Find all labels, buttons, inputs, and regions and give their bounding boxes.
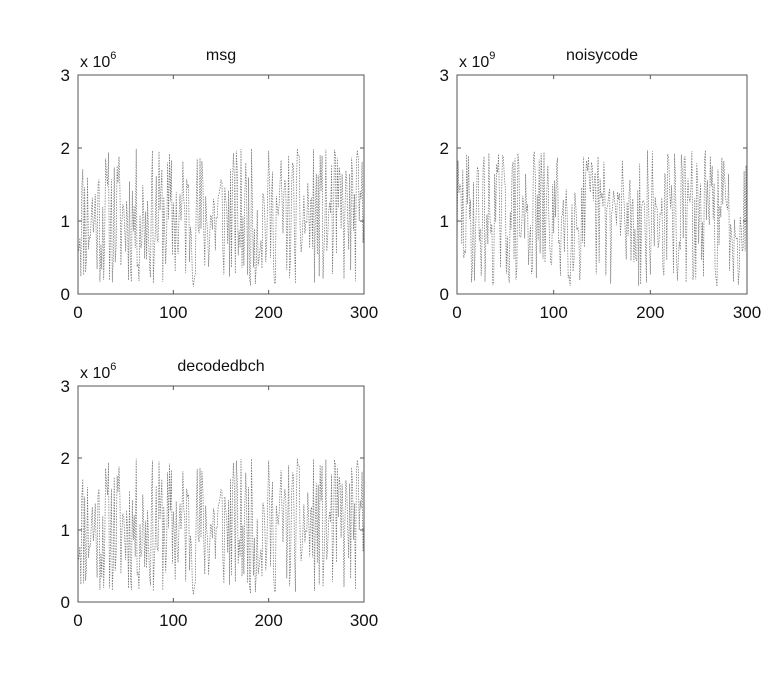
- y-tick-label: 1: [61, 212, 70, 231]
- y-tick-label: 2: [440, 139, 449, 158]
- y-exponent-label: x 106: [80, 361, 116, 382]
- axes-frame: [77, 385, 365, 603]
- subplot-title: noisycode: [566, 47, 638, 64]
- x-tick-label: 200: [254, 611, 282, 630]
- x-tick-label: 100: [159, 303, 187, 322]
- x-tick-label: 0: [73, 611, 82, 630]
- subplot-title: msg: [206, 47, 236, 64]
- subplot-1: 0 100 200 300 0 1 2 3 x 106 msg: [61, 47, 379, 322]
- y-tick-label: 2: [61, 449, 70, 468]
- subplot-3: 0 100 200 300 0 1 2 3 x 106 decodedbch: [61, 358, 379, 630]
- series-line: [77, 458, 365, 595]
- y-exponent-label: x 109: [459, 50, 495, 71]
- x-tick-label: 100: [159, 611, 187, 630]
- axes-frame: [456, 74, 748, 295]
- y-tick-label: 0: [61, 593, 70, 612]
- x-tick-label: 200: [636, 303, 664, 322]
- y-tick-label: 1: [440, 212, 449, 231]
- axes-frame: [77, 74, 365, 295]
- y-tick-label: 0: [440, 285, 449, 304]
- x-tick-label: 300: [733, 303, 761, 322]
- x-tick-label: 300: [350, 303, 378, 322]
- y-tick-label: 1: [61, 521, 70, 540]
- y-tick-label: 2: [61, 139, 70, 158]
- y-exponent-label: x 106: [80, 50, 116, 71]
- subplot-2: 0 100 200 300 0 1 2 3 x 109 noisycode: [440, 47, 762, 322]
- y-tick-label: 3: [61, 66, 70, 85]
- x-tick-label: 0: [452, 303, 461, 322]
- x-tick-label: 100: [539, 303, 567, 322]
- series-line: [77, 148, 365, 287]
- series-line: [456, 150, 748, 287]
- x-tick-label: 200: [254, 303, 282, 322]
- y-tick-label: 3: [61, 377, 70, 396]
- y-tick-label: 0: [61, 285, 70, 304]
- y-tick-label: 3: [440, 66, 449, 85]
- subplot-title: decodedbch: [177, 358, 264, 375]
- x-tick-label: 300: [350, 611, 378, 630]
- x-tick-label: 0: [73, 303, 82, 322]
